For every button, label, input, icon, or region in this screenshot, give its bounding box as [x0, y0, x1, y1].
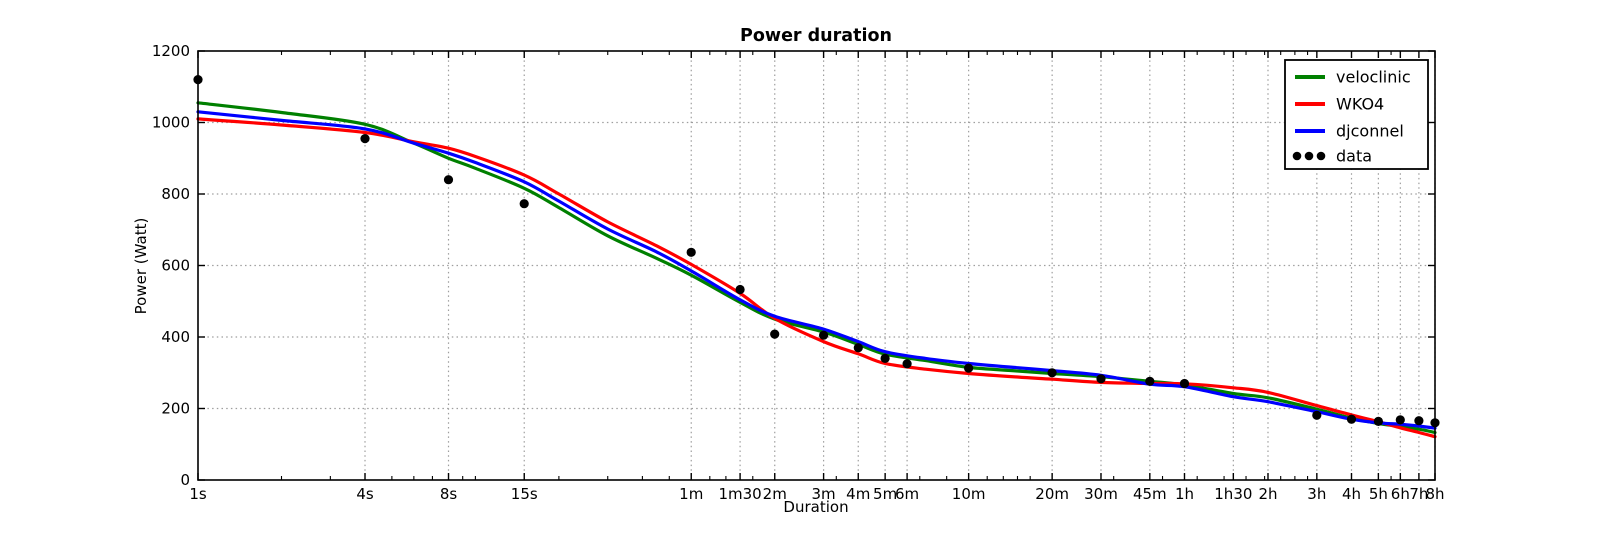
data-point	[519, 199, 529, 209]
x-tick-label: 4h	[1342, 485, 1361, 503]
curves-layer	[196, 101, 1437, 439]
x-tick-label: 8s	[440, 485, 458, 503]
series-WKO4-line	[196, 117, 1437, 439]
x-tick-label: 20m	[1035, 485, 1069, 503]
data-point	[1395, 415, 1405, 425]
y-tick-label: 400	[161, 328, 190, 346]
legend-label-wko4: WKO4	[1336, 95, 1384, 114]
x-tick-label: 3h	[1307, 485, 1326, 503]
data-point	[1145, 376, 1155, 386]
data-point	[443, 175, 454, 185]
data-point	[853, 343, 863, 353]
y-tick-label: 600	[161, 257, 190, 275]
x-tick-label: 2h	[1258, 485, 1277, 503]
x-tick-label: 2m	[763, 485, 787, 503]
x-tick-label: 6m	[895, 485, 919, 503]
x-tick-label: 8h	[1425, 485, 1444, 503]
x-tick-label: 15s	[511, 485, 538, 503]
legend-label-veloclinic: veloclinic	[1336, 68, 1411, 87]
y-tick-label: 800	[161, 185, 190, 203]
plot-border	[197, 50, 1436, 481]
x-tick-label: 7h	[1409, 485, 1428, 503]
data-point	[902, 359, 912, 369]
y-tick-label: 0	[180, 471, 190, 489]
y-tick-label: 1000	[152, 114, 190, 132]
data-point	[770, 329, 780, 339]
data-point	[360, 134, 370, 144]
data-point	[1373, 416, 1383, 426]
data-point	[1312, 410, 1322, 420]
series-djconnel-line	[196, 110, 1437, 430]
data-point	[686, 247, 696, 257]
x-tick-label: 5h	[1369, 485, 1388, 503]
x-tick-label: 1m30	[718, 485, 761, 503]
ticks-layer	[197, 50, 1436, 481]
x-tick-label: 10m	[952, 485, 986, 503]
data-point	[735, 284, 745, 295]
grid-layer	[198, 51, 1436, 480]
x-tick-label: 4m	[846, 485, 870, 503]
legend-label-djconnel: djconnel	[1336, 122, 1404, 141]
data-point	[1414, 416, 1424, 426]
x-axis-label: Duration	[783, 498, 848, 516]
x-tick-label: 6h	[1391, 485, 1410, 503]
x-tick-label: 1s	[189, 485, 207, 503]
data-point	[964, 363, 974, 373]
x-tick-label: 4s	[356, 485, 374, 503]
x-tick-label: 5m	[873, 485, 897, 503]
series-veloclinic-line	[196, 101, 1437, 435]
data-point	[819, 330, 829, 340]
y-tick-label: 200	[161, 400, 190, 418]
data-point	[1346, 414, 1357, 424]
data-point	[1047, 368, 1057, 378]
x-tick-label: 30m	[1084, 485, 1118, 503]
y-axis-label: Power (Watt)	[132, 218, 150, 315]
x-tick-label: 1m	[679, 485, 703, 503]
legend-label-data: data	[1336, 147, 1372, 166]
data-point	[880, 353, 890, 363]
x-tick-label: 1h	[1175, 485, 1194, 503]
x-tick-label: 3m	[812, 485, 836, 503]
y-tick-label: 1200	[152, 42, 190, 60]
legend-data-dots-sample	[1292, 151, 1326, 161]
data-point	[1179, 378, 1190, 389]
x-tick-label: 1h30	[1214, 485, 1252, 503]
legend: veloclinic WKO4 djconnel data	[1284, 59, 1429, 170]
x-tick-label: 45m	[1133, 485, 1167, 503]
data-point	[1096, 374, 1106, 384]
chart-title: Power duration	[740, 26, 892, 46]
